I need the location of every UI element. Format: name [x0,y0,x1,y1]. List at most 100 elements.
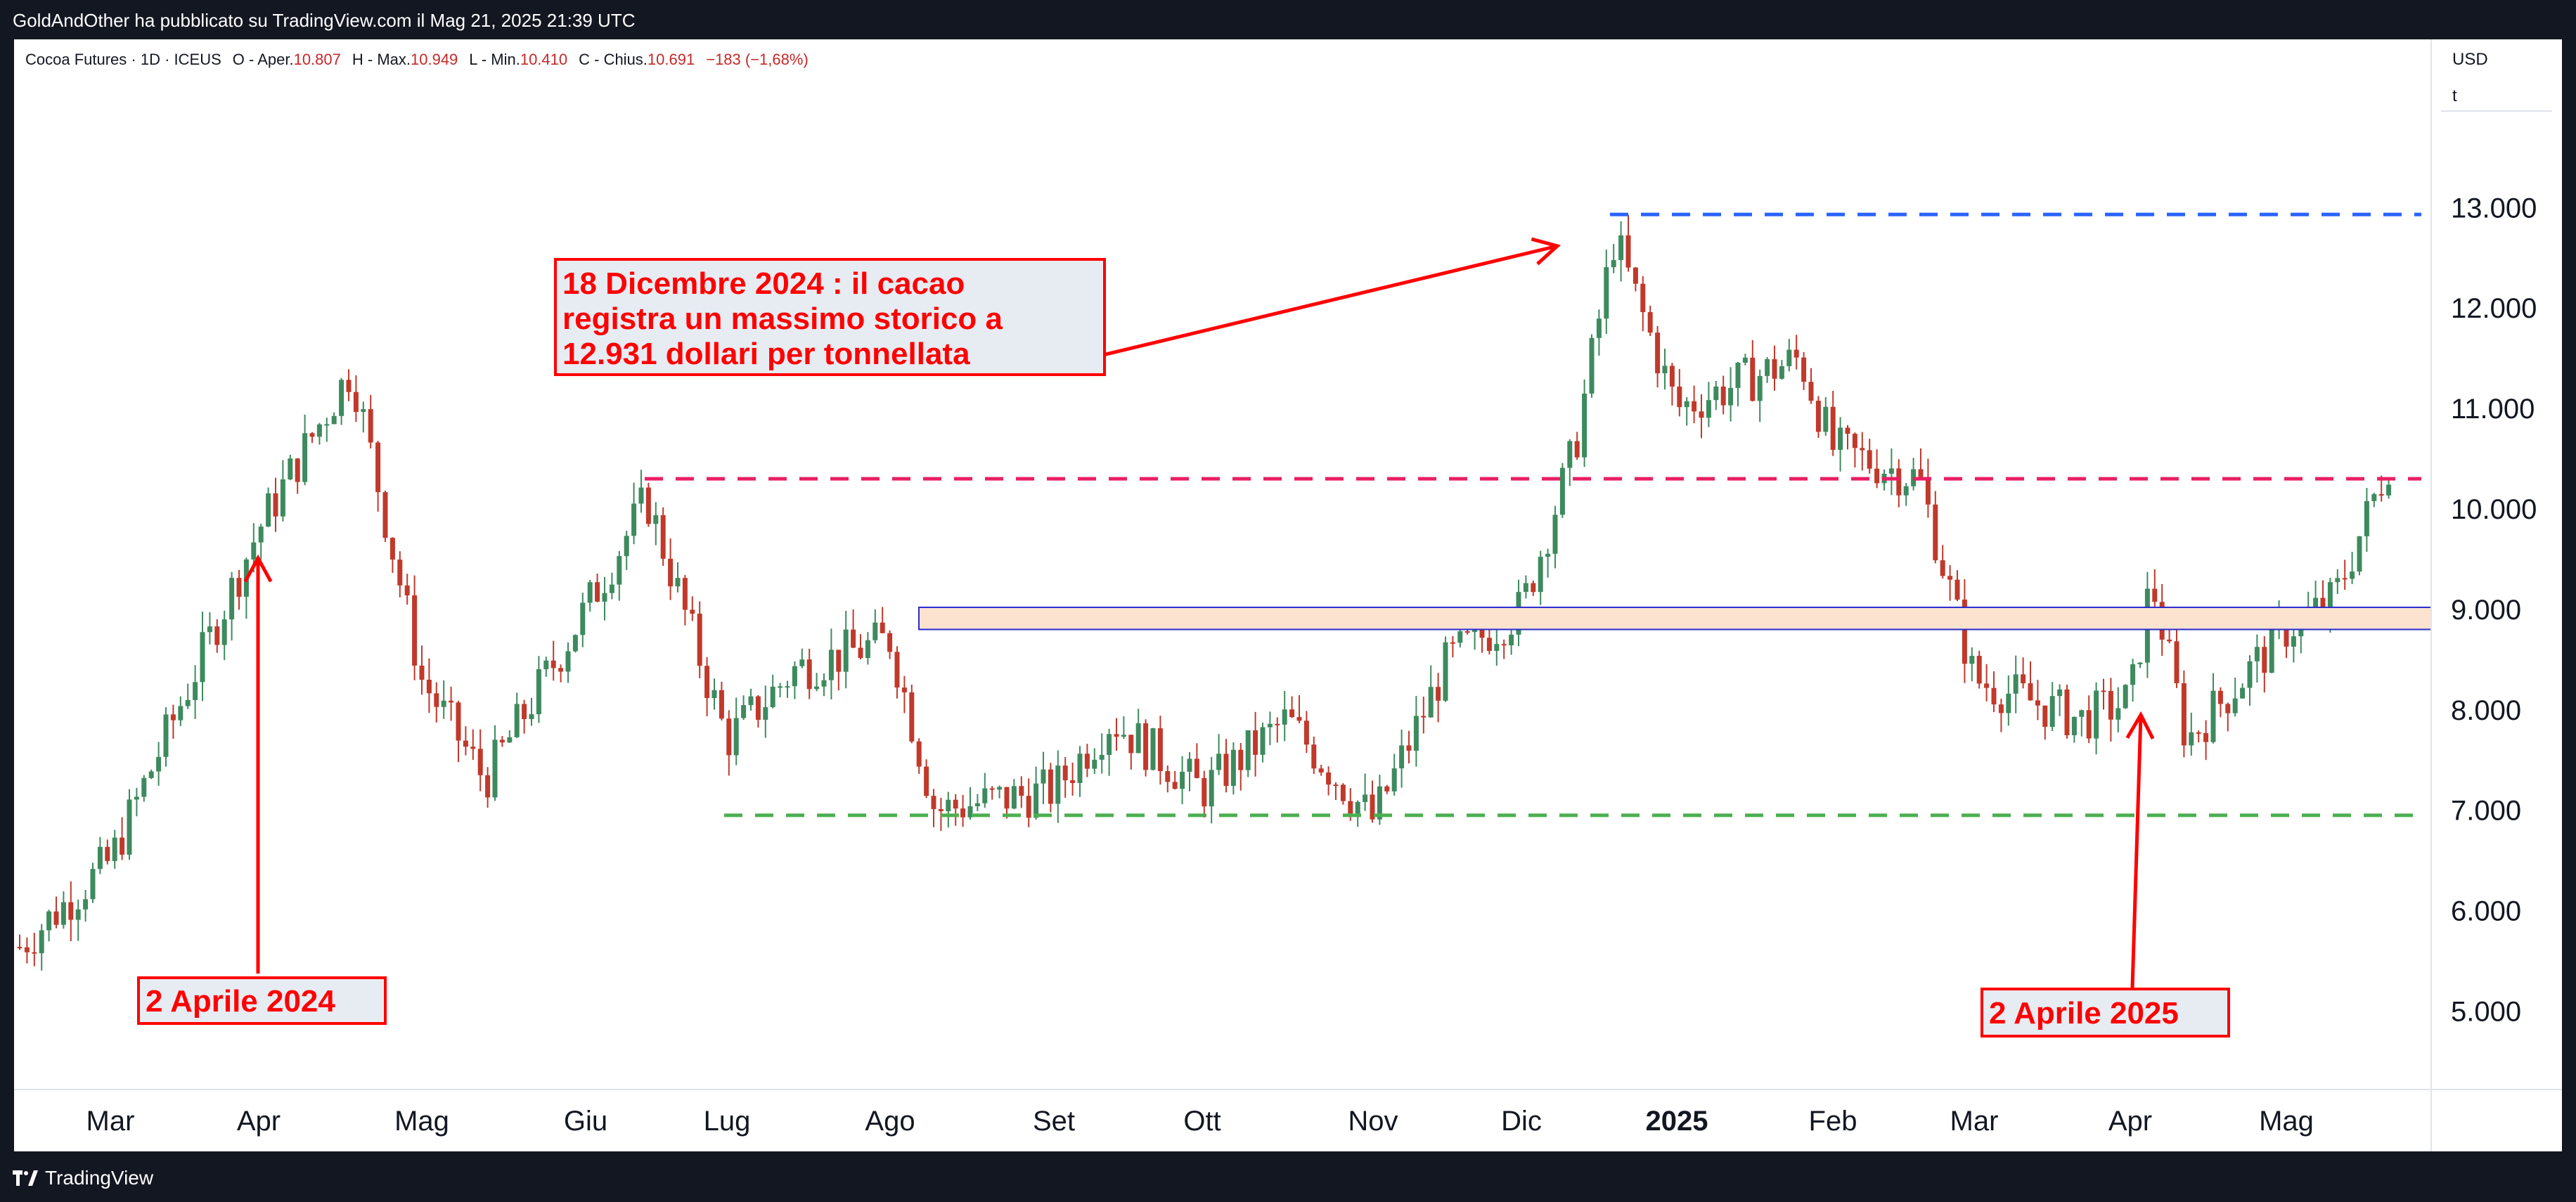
candle-body [653,515,659,524]
candle [17,934,22,950]
candle-body [1501,644,1507,646]
candle-body [2174,641,2179,684]
candle [1618,221,1624,282]
candle-body [2013,674,2018,694]
candle-body [2364,500,2369,536]
candle-body [2049,696,2055,728]
candle-body [858,647,863,659]
candle-body [865,640,870,659]
candle-body [1187,758,1192,772]
candle-body [1011,786,1017,809]
tradingview-logo[interactable]: TradingView [13,1167,153,1189]
candle [799,648,805,668]
candle [1318,765,1324,776]
candle [660,507,666,566]
candle-body [1128,735,1134,754]
candle-body [1223,754,1229,787]
candle-body [2291,636,2296,647]
candle-body [463,740,468,747]
y-tick-label: 13.000 [2451,193,2537,224]
candle [426,658,432,713]
x-tick-label: Giu [564,1106,607,1137]
candle-body [97,846,103,870]
candle-body [580,602,586,635]
candle-body [1048,769,1053,804]
legend-high-value: 10.949 [411,51,458,68]
candle [2086,695,2092,744]
candle-body [339,380,344,416]
candle [53,896,59,929]
candle-body [1340,784,1346,801]
candle-body [1874,468,1880,484]
candle [1830,390,1836,456]
candle [485,767,491,808]
candle [1253,711,1258,777]
candle [1450,635,1455,658]
candle-body [763,707,768,720]
candle [602,576,607,621]
candle [1991,671,1997,713]
candle [1933,491,1938,564]
candle [1713,380,1719,411]
candle [1918,448,1924,479]
candle [1260,723,1266,763]
candle-body [1084,754,1090,769]
candle-body [1464,631,1470,633]
candle-body [1706,400,1711,418]
candle [967,787,973,820]
candle-body [1772,359,1777,379]
candle-body [2225,704,2231,713]
candle-body [1121,735,1126,737]
candle-body [1852,434,1857,448]
candle-body [1172,782,1178,789]
candle-body [324,424,330,426]
candle [2057,684,2063,716]
candle [361,401,366,433]
candle [1143,719,1149,777]
candle [1055,750,1061,823]
candle [741,695,747,720]
candle-body [514,704,520,737]
candle-body [1976,656,1982,684]
candle-body [2350,571,2355,579]
candle-body [1998,704,2004,713]
candle [2386,477,2392,499]
candle [1216,734,1222,775]
candle-body [828,650,834,680]
candle-body [2167,639,2172,642]
candle-body [2203,732,2209,742]
candle [1625,214,1631,272]
candle [924,759,929,799]
candle [1545,548,1551,578]
candle [1238,742,1244,791]
x-tick-label: Dic [1501,1106,1542,1137]
candle [711,678,717,710]
candle-body [2006,693,2011,713]
legend-close-label: C - Chius. [579,51,648,68]
candle-body [1370,794,1375,820]
candle-body [704,666,710,699]
candle-body [1896,468,1902,496]
candle [828,628,834,700]
candle-body [1070,780,1076,783]
candle [295,458,300,494]
candle-body [1150,728,1156,770]
candle-body [1750,357,1756,401]
candle [2225,702,2231,732]
candle-body [127,799,132,855]
candle-body [178,706,183,720]
candle [324,418,330,442]
candle-body [1041,769,1046,784]
candle [382,490,388,543]
candle [1596,309,1602,356]
candle-body [449,700,454,703]
candle [1940,545,1945,579]
candle [733,697,739,765]
candle-body [522,704,527,719]
candle [120,817,125,860]
candle-body [1742,357,1748,363]
candle-body [404,585,410,595]
candle [170,704,176,739]
candle [2094,682,2099,755]
